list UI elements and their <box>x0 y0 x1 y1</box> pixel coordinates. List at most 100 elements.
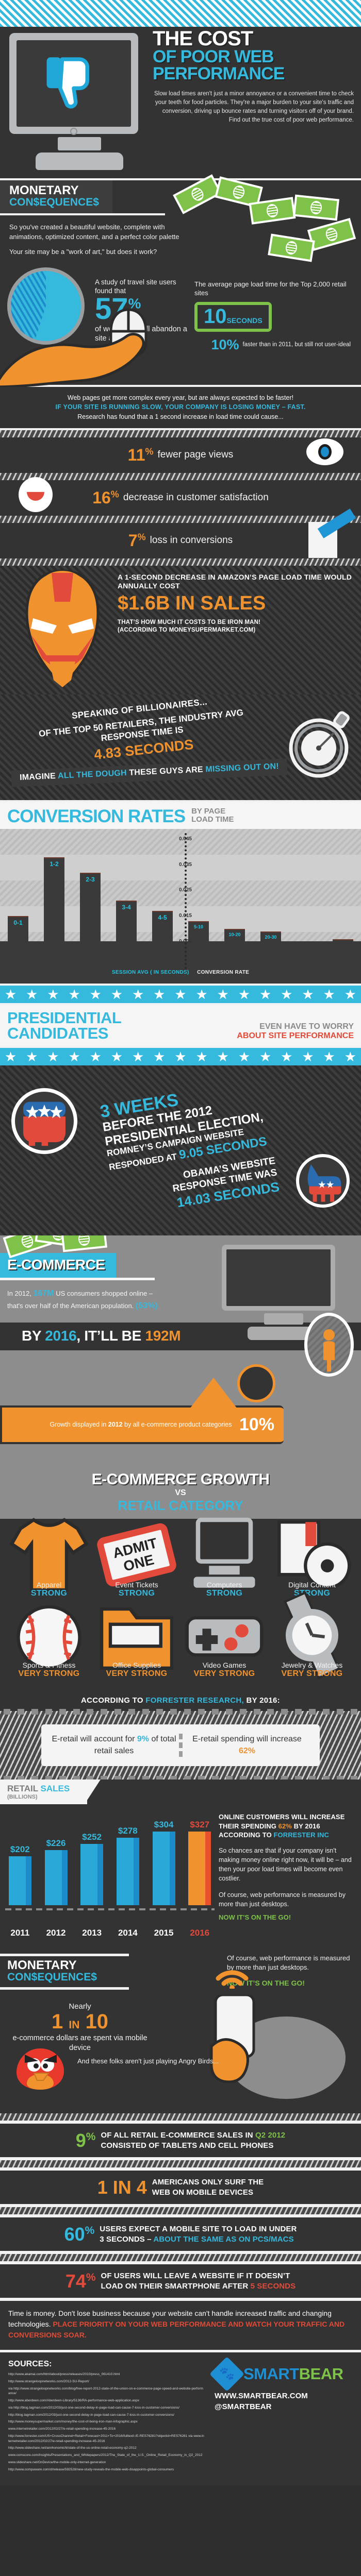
film-sprocket <box>170 1709 177 1715</box>
stat-row-conversions: 7% loss in conversions <box>0 508 361 558</box>
tshirt-icon <box>5 1518 93 1592</box>
mobile-stat-number: 1 IN 4 <box>97 2176 147 2198</box>
film-sprockets-top <box>0 1709 361 1715</box>
film-sprocket <box>211 1776 219 1782</box>
hatch-divider <box>0 2160 361 2168</box>
forrester-right-stat: E-retail spending will increase 62% <box>185 1734 309 1757</box>
film-sprocket <box>114 1709 122 1715</box>
star-icon: ★ <box>68 1049 80 1065</box>
film-sprocket <box>3 1776 10 1782</box>
retail-category-name: Digital Content <box>288 1581 336 1589</box>
avg-load-value: 10 <box>204 304 227 328</box>
stat-row-satisfaction: 16% decrease in customer satisfaction <box>0 477 361 516</box>
film-sprocket <box>198 1776 205 1782</box>
film-sprocket <box>211 1709 219 1715</box>
presidential-body: 3 WEEKS BEFORE THE 2012 PRESIDENTIAL ELE… <box>0 1065 361 1236</box>
divider <box>0 1003 361 1006</box>
film-sprocket <box>337 1709 344 1715</box>
eye-icon <box>306 438 343 465</box>
film-sprocket <box>253 1709 260 1715</box>
chart-bar-cell: 0-1 <box>0 829 36 957</box>
hatch-divider <box>0 430 361 437</box>
star-icon: ★ <box>195 1049 208 1065</box>
chart-bar-cell: 1-2 <box>36 829 72 957</box>
stat-conversions-text: loss in conversions <box>150 535 233 546</box>
monetary2-banner-line2: CON$EQUENCE$ <box>7 1971 97 1984</box>
star-icon: ★ <box>238 1049 251 1065</box>
film-sprocket <box>156 1709 163 1715</box>
retail-sales-year: 2013 <box>82 1928 102 1938</box>
chart-bar-cell: 20-30 <box>253 829 289 957</box>
source-item: www.slideshare.net/OnDevice/the-mobile-o… <box>8 2460 106 2464</box>
film-sprocket <box>73 1709 80 1715</box>
presidential-title-line2: CANDIDATES <box>7 1024 108 1042</box>
computer-icon <box>180 1517 268 1588</box>
forrester-head-a: ACCORDING TO <box>81 1696 146 1705</box>
film-sprocket <box>198 1709 205 1715</box>
rs-cap-b: BY 2016 ACCORDING TO <box>219 1822 320 1839</box>
retail-category-name: Jewelry & Watches <box>281 1661 343 1670</box>
stat-conversions-number: 7% <box>128 531 146 550</box>
film-sprocket <box>142 1776 150 1782</box>
imagine-d: MISSING OUT ON! <box>205 762 280 774</box>
star-icon: ★ <box>302 1049 314 1065</box>
film-sprocket <box>17 1709 24 1715</box>
closing-b: PLACE PRIORITY ON YOUR WEB PERFORMANCE A… <box>8 2320 345 2340</box>
one-second-stats-section: 11% fewer page views 16% decrease in cus… <box>0 430 361 566</box>
star-icon: ★ <box>302 987 314 1003</box>
star-icon: ★ <box>132 987 144 1003</box>
retail-sales-bar-value: $202 <box>10 1844 30 1854</box>
hero-title-line3: PERFORMANCE <box>153 64 285 84</box>
chart-bar-cell: 2-3 <box>72 829 108 957</box>
monitor-neck <box>58 137 101 150</box>
presidential-sub-line2: ABOUT SITE PERFORMANCE <box>237 1031 354 1041</box>
star-icon: ★ <box>344 1049 356 1065</box>
complexity-line2: IF YOUR SITE IS RUNNING SLOW, YOUR COMPA… <box>55 403 306 411</box>
film-sprocket <box>267 1776 274 1782</box>
film-sprocket <box>128 1776 136 1782</box>
folder-icon <box>93 1607 180 1670</box>
star-icon: ★ <box>89 987 102 1003</box>
retail-sales-bar <box>8 1856 31 1906</box>
ecom-bar-num: 192M <box>145 1328 181 1344</box>
film-sprocket <box>239 1709 247 1715</box>
forrester-film-strip: E-retail will account for 9% of total re… <box>0 1709 361 1782</box>
film-sprocket <box>309 1709 316 1715</box>
billionaires-text: SPEAKING OF BILLIONAIRES... OF THE TOP 5… <box>19 691 265 770</box>
hero-monitor-illustration <box>0 27 150 170</box>
star-icon: ★ <box>68 987 80 1003</box>
hatch-divider <box>0 472 361 480</box>
source-item: http://www.strangeloopnetworks.com/2012-… <box>8 2379 89 2383</box>
watch-icon <box>268 1591 356 1680</box>
monetary2-banner: MONETARY CON$EQUENCE$ <box>0 1954 129 1990</box>
card-divider-dots <box>176 1734 185 1757</box>
source-item: via http://www.strangeloopnetworks.com/b… <box>8 2386 203 2396</box>
amazon-footnote-1: THAT’S HOW MUCH IT COSTS TO BE IRON MAN! <box>118 619 261 625</box>
chart-bar-label: 20-30 <box>265 934 277 940</box>
chart-base <box>0 957 361 984</box>
retail-sales-bar <box>44 1850 68 1906</box>
growth-percent: 10% <box>239 1415 274 1435</box>
retail-sales-bar <box>80 1844 104 1906</box>
ecommerce-section: E-COMMERCE In 2012, 167M US consumers sh… <box>0 1235 361 1406</box>
star-icon: ★ <box>217 987 229 1003</box>
angry-bird-icon <box>13 2043 67 2091</box>
presidential-header: PRESIDENTIAL CANDIDATES EVEN HAVE TO WOR… <box>0 1005 361 1046</box>
growth-line2: by all e-commerce product categories <box>122 1420 232 1428</box>
ecom-bar-year: 2016 <box>45 1328 77 1344</box>
chart-bar-cell: 40-50 <box>325 829 361 957</box>
stat-satisfaction-text: decrease in customer satisfaction <box>123 492 269 503</box>
monetary-paragraph-1: So you've created a beautiful website, c… <box>9 223 179 241</box>
chart-bar-label: 5-10 <box>193 924 204 929</box>
film-sprocket <box>31 1776 38 1782</box>
brand-handle: @SMARTBEAR <box>215 2402 272 2412</box>
forrester-right-pct: 62% <box>238 1746 256 1755</box>
film-sprocket <box>73 1776 80 1782</box>
sources-heading: SOURCES: <box>8 2360 52 2369</box>
mobile-stat-row: 1 IN 4 AMERICANS ONLY SURF THE WEB ON MOBI… <box>0 2171 361 2205</box>
divider <box>0 2251 361 2255</box>
monetary-banner-line2: CON$EQUENCE$ <box>9 196 99 208</box>
star-icon: ★ <box>110 987 123 1003</box>
film-sprocket <box>323 1776 330 1782</box>
monetary-consequences-section: MONETARY CON$EQUENCE$ So you've created … <box>0 174 361 388</box>
